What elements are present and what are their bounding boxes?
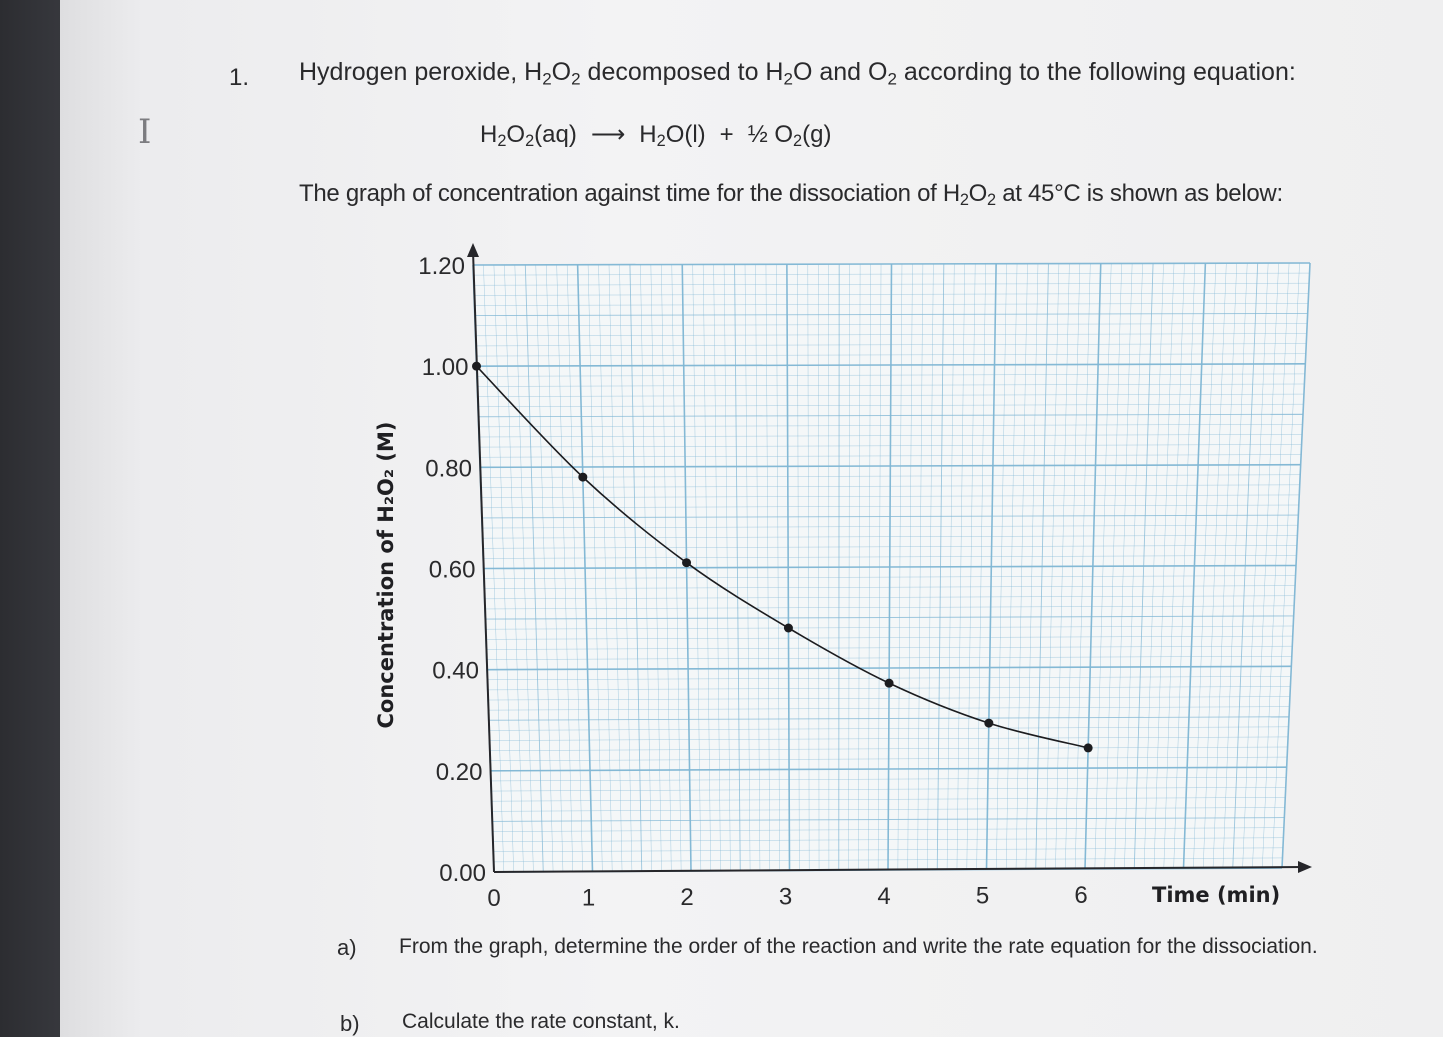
text-cursor-icon: I: [138, 112, 152, 152]
data-point-marker: [1083, 743, 1093, 753]
x-axis-arrowhead: [1298, 861, 1312, 873]
x-tick-label: 4: [877, 883, 890, 910]
x-axis-title: Time (min): [1152, 883, 1280, 907]
part-b-label: b): [340, 1011, 360, 1036]
question-number: 1.: [229, 64, 250, 91]
x-tick-label: 3: [779, 884, 792, 911]
data-series: [472, 361, 1093, 753]
y-tick-label: 0.20: [436, 759, 483, 786]
data-point-marker: [984, 718, 994, 728]
y-tick-label: 0.80: [425, 455, 472, 482]
x-tick-label: 6: [1074, 882, 1087, 909]
x-tick-label: 2: [680, 884, 693, 911]
y-tick-label: 1.00: [422, 354, 469, 381]
data-point-marker: [783, 623, 793, 633]
x-tick-label: 0: [487, 885, 500, 912]
data-point-marker: [578, 472, 588, 482]
y-axis-line: [472, 250, 495, 873]
y-axis-title: Concentration of H₂O₂ (M): [374, 421, 398, 728]
data-point-marker: [472, 361, 481, 371]
y-tick-label: 0.40: [432, 658, 479, 685]
x-axis-line: [493, 866, 1305, 873]
part-a-question: From the graph, determine the order of t…: [399, 935, 1318, 958]
question-intro: Hydrogen peroxide, H2O2 decomposed to H2…: [299, 58, 1296, 89]
data-point-marker: [682, 558, 692, 568]
y-axis-arrowhead: [467, 243, 479, 257]
chart-axes: [467, 243, 1312, 873]
part-b-question: Calculate the rate constant, k.: [402, 1010, 680, 1033]
y-tick-label: 0.00: [439, 860, 486, 887]
data-point-marker: [884, 678, 894, 688]
y-tick-label: 1.20: [418, 253, 465, 280]
graph-paper-grid: [472, 262, 1311, 873]
reaction-arrow: ⟶: [590, 121, 626, 148]
graph-description: The graph of concentration against time …: [299, 180, 1283, 210]
chemical-equation: H2O2(aq) ⟶ H2O(l) + ½ O2(g): [480, 121, 832, 151]
x-tick-label: 5: [976, 883, 989, 910]
y-tick-label: 0.60: [429, 557, 476, 584]
tick-labels: 0.00 0.20 0.40 0.60 0.80 1.00 1.20 0 1 2 3 4 5 6: [418, 253, 1087, 912]
x-tick-label: 1: [582, 885, 595, 912]
part-a-label: a): [337, 935, 357, 960]
